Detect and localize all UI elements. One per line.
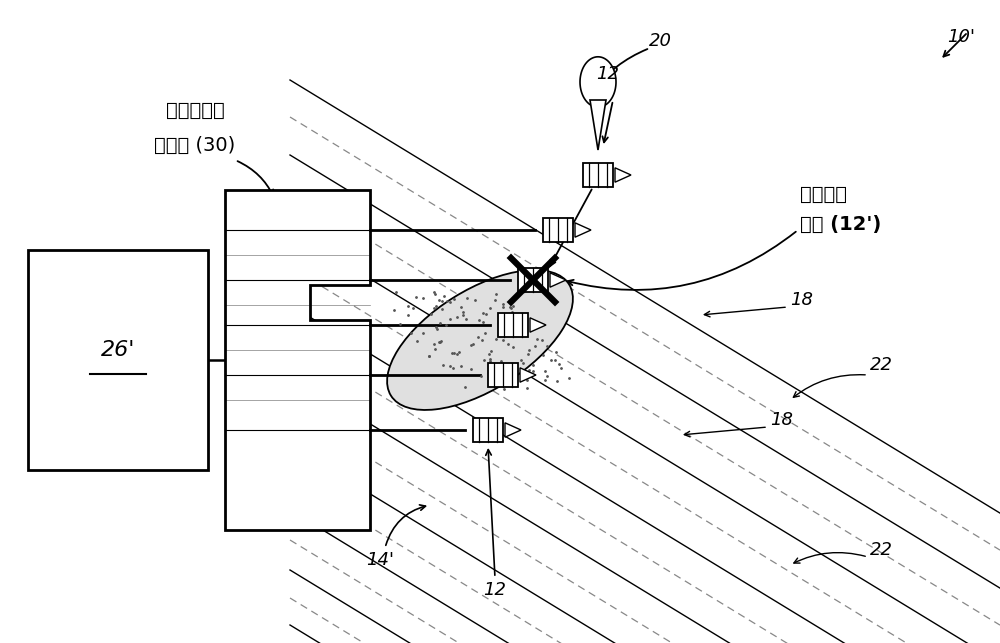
Text: 从缺陷区域: 从缺陷区域 [166,101,224,120]
Text: 发生故障: 发生故障 [800,185,847,204]
Bar [518,268,548,292]
Text: 22: 22 [870,356,893,374]
Bar [28,250,208,470]
Text: 移动头 (30): 移动头 (30) [154,136,236,155]
Text: 20: 20 [648,32,672,50]
Ellipse shape [387,270,573,410]
Text: 12: 12 [596,65,620,83]
Text: 26': 26' [101,340,135,360]
Bar [583,163,613,187]
Text: 的头 (12'): 的头 (12') [800,215,881,234]
Polygon shape [225,190,370,530]
Text: 18: 18 [770,411,793,429]
Text: 22: 22 [870,541,893,559]
Bar [498,313,528,337]
Polygon shape [575,223,591,237]
Bar [543,218,573,242]
Polygon shape [590,100,606,150]
Polygon shape [615,168,631,182]
Polygon shape [530,318,546,332]
Polygon shape [520,368,536,382]
Polygon shape [550,273,566,287]
Text: 10': 10' [947,28,975,46]
Bar [488,363,518,387]
Text: 12: 12 [484,581,507,599]
Text: 18: 18 [790,291,813,309]
Bar [473,418,503,442]
Text: 14': 14' [366,551,394,569]
Polygon shape [580,57,616,107]
Polygon shape [505,423,521,437]
